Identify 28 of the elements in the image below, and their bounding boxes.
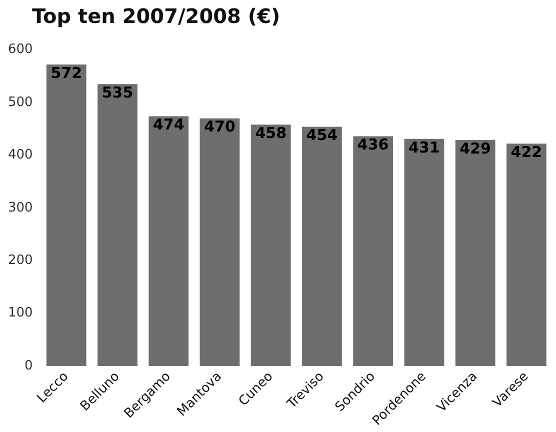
bar [404,138,444,366]
bar [250,124,291,366]
bar [200,118,240,366]
data-label: 474 [152,116,184,134]
data-label: 470 [204,118,236,136]
bar [148,116,189,366]
chart-title: Top ten 2007/2008 (€) [32,4,280,28]
y-tick-label: 300 [8,200,33,216]
bar [353,136,394,366]
y-tick-label: 200 [8,253,33,268]
data-label: 458 [255,124,287,142]
bar [455,140,496,366]
bar [302,126,342,366]
y-tick-label: 400 [8,148,33,163]
y-tick-label: 100 [8,306,33,321]
y-tick-label: 0 [24,358,33,374]
y-tick-label: 600 [8,42,33,58]
data-label: 535 [102,83,134,102]
bar [98,84,138,366]
data-label: 436 [357,136,389,154]
data-label: 572 [50,64,82,82]
data-label: 422 [510,143,542,162]
bar [46,64,86,366]
data-label: 431 [408,138,440,156]
data-label: 429 [460,139,491,158]
bar [506,144,546,366]
y-tick-label: 500 [8,94,33,110]
data-label: 454 [306,126,338,144]
